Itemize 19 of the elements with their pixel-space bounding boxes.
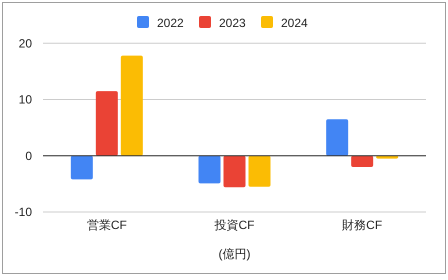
x-tick-label: 財務CF — [342, 218, 382, 232]
x-tick-label: 営業CF — [86, 218, 127, 232]
y-tick-label: 10 — [18, 92, 32, 107]
y-tick-label: 20 — [18, 36, 32, 50]
y-tick-label: -10 — [14, 205, 32, 219]
bar — [70, 156, 93, 180]
bar — [224, 156, 246, 188]
x-tick-label: 投資CF — [214, 218, 254, 232]
legend-label: 2023 — [219, 16, 246, 30]
x-axis-title: (億円) — [218, 247, 250, 261]
legend-label: 2024 — [281, 16, 308, 30]
bar — [351, 156, 374, 168]
bar — [198, 156, 220, 184]
bar — [96, 91, 118, 156]
bar — [326, 119, 348, 156]
bar — [248, 156, 270, 187]
y-tick-label: 0 — [25, 148, 32, 163]
bar — [120, 56, 143, 156]
legend-label: 2022 — [157, 16, 184, 30]
